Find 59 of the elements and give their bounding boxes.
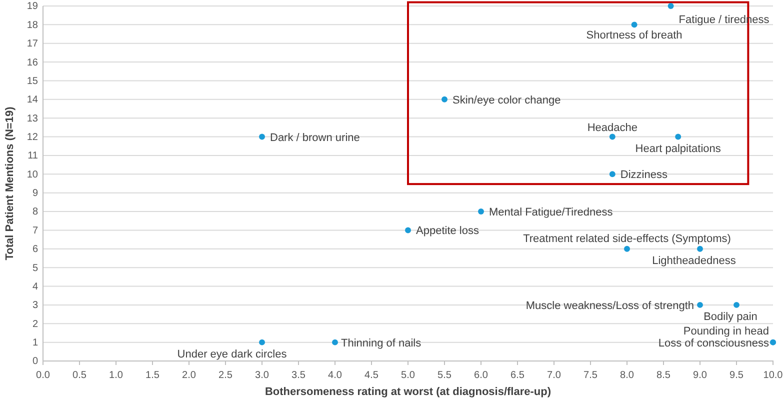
y-tick-label: 15 — [26, 76, 38, 87]
x-tick-label: 8.0 — [620, 370, 634, 381]
y-tick-label: 16 — [26, 57, 38, 68]
y-tick-label: 2 — [32, 318, 38, 330]
y-tick-label: 6 — [32, 244, 38, 256]
x-tick-label: 3.0 — [255, 370, 270, 381]
x-tick-label: 2.5 — [218, 370, 233, 381]
y-tick-label: 5 — [32, 262, 38, 274]
x-tick-label: 2.0 — [182, 370, 196, 381]
x-tick-label: 1.5 — [146, 370, 160, 381]
x-tick-label: 4.0 — [328, 370, 342, 381]
x-tick-label: 6.5 — [510, 370, 525, 381]
annotation: Skin/eye color change — [452, 94, 561, 106]
annotation: Thinning of nails — [341, 337, 422, 350]
annotation: Mental Fatigue/Tiredness — [489, 206, 614, 219]
x-tick-label: 10.0 — [763, 370, 784, 381]
x-tick-label: 1.0 — [109, 370, 124, 381]
x-tick-label: 5.0 — [401, 370, 416, 381]
y-tick-label: 9 — [32, 188, 38, 200]
x-tick-label: 3.5 — [292, 370, 306, 381]
y-tick-label: 14 — [26, 94, 38, 106]
x-tick-label: 5.5 — [438, 370, 452, 381]
x-tick-label: 7.5 — [584, 370, 598, 381]
annotation: Appetite loss — [416, 225, 480, 238]
y-tick-label: 7 — [32, 225, 38, 236]
annotation: Muscle weakness/Loss of strength — [526, 300, 694, 312]
y-tick-label: 11 — [28, 150, 38, 162]
annotation: Heart palpitations — [635, 142, 722, 155]
x-tick-label: 8.5 — [656, 370, 671, 381]
x-tick-label: 0.5 — [72, 370, 87, 381]
annotation: Headache — [587, 122, 638, 134]
annotation: Pounding in head — [683, 325, 769, 338]
x-tick-label: 0.0 — [36, 370, 50, 381]
annotation: Loss of consciousness — [658, 337, 770, 350]
x-tick-label: 7.0 — [547, 370, 562, 381]
annotation: Dark / brown urine — [270, 132, 360, 144]
y-tick-label: 19 — [26, 1, 38, 12]
y-tick-label: 18 — [26, 20, 38, 31]
y-tick-label: 12 — [26, 132, 38, 143]
x-tick-label: 9.5 — [730, 370, 744, 381]
x-tick-label: 4.5 — [364, 370, 379, 381]
x-tick-label: 9.0 — [693, 370, 708, 381]
annotation: Treatment related side-effects (Symptoms) — [523, 232, 731, 245]
y-tick-label: 17 — [26, 38, 38, 50]
x-axis-title: Bothersomeness rating at worst (at diagnosis/flare-up) — [264, 386, 552, 398]
annotation: Bodily pain — [704, 310, 758, 323]
annotation: Lightheadedness — [652, 254, 736, 267]
y-tick-label: 8 — [32, 206, 38, 218]
y-tick-label: 4 — [32, 281, 38, 292]
y-tick-label: 1 — [32, 338, 38, 349]
annotation: Shortness of breath — [586, 30, 682, 42]
x-tick-label: 6.0 — [474, 370, 488, 381]
y-tick-label: 10 — [26, 169, 38, 180]
y-tick-label: 13 — [26, 113, 38, 124]
y-tick-label: 0 — [32, 356, 38, 368]
annotation: Dizziness — [620, 169, 668, 182]
annotation: Under eye dark circles — [177, 348, 288, 360]
y-axis-title: Total Patient Mentions (N=19) — [4, 106, 16, 260]
y-tick-label: 3 — [32, 300, 38, 312]
